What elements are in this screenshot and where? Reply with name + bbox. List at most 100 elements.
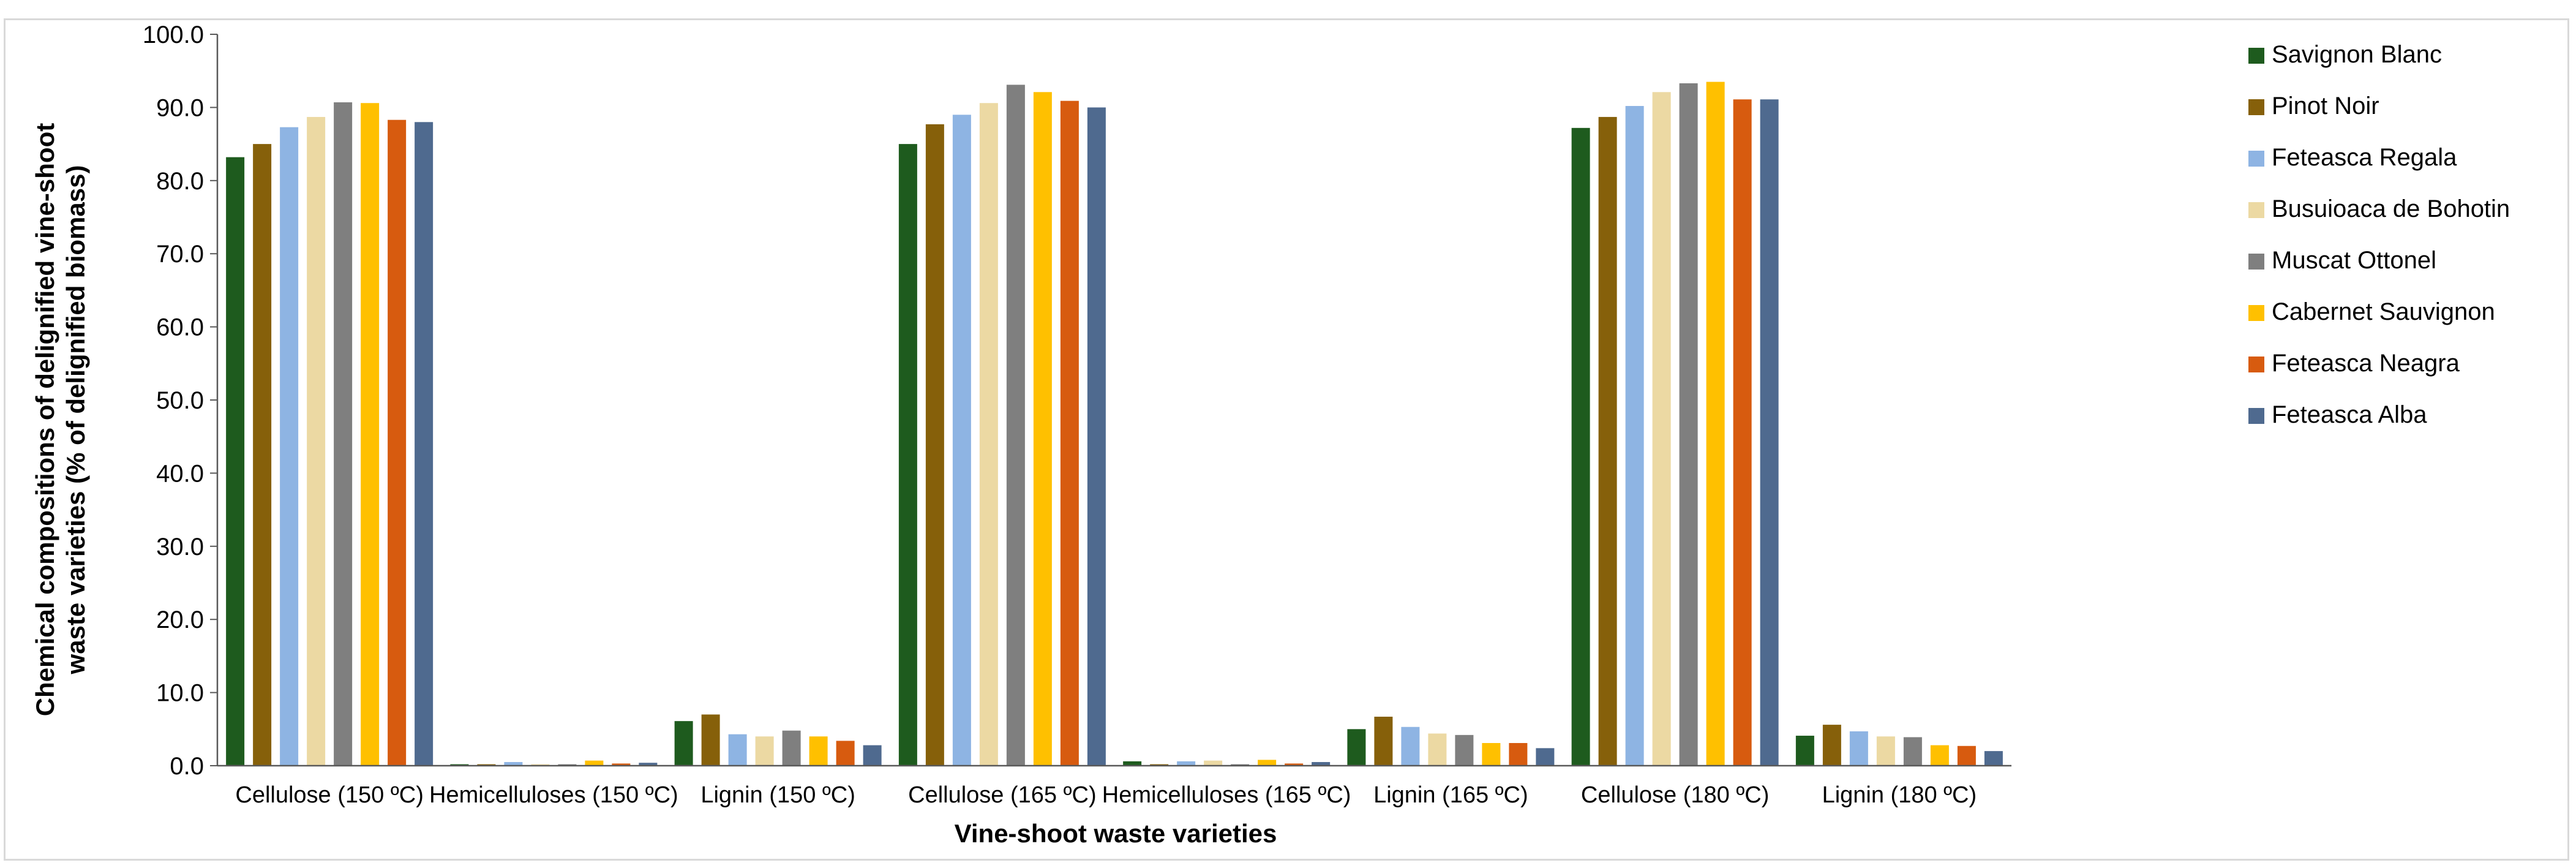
bar bbox=[674, 721, 693, 766]
y-axis-title-line2: waste varieties (% of delignified biomas… bbox=[61, 165, 90, 675]
legend-swatch bbox=[2248, 151, 2264, 167]
legend-swatch bbox=[2248, 202, 2264, 218]
bar bbox=[1536, 748, 1555, 766]
legend-label: Feteasca Alba bbox=[2272, 401, 2427, 428]
y-tick-label: 10.0 bbox=[156, 680, 204, 707]
bar bbox=[253, 144, 272, 766]
bar bbox=[836, 741, 855, 766]
bars bbox=[226, 81, 2003, 766]
bar bbox=[1401, 726, 1420, 766]
bar bbox=[1930, 745, 1949, 766]
bar bbox=[1957, 745, 1976, 766]
legend-swatch bbox=[2248, 99, 2264, 115]
bar bbox=[226, 157, 245, 766]
x-axis-title: Vine-shoot waste varieties bbox=[955, 819, 1277, 848]
bar bbox=[979, 103, 998, 766]
bar bbox=[361, 103, 380, 766]
bar bbox=[1347, 729, 1366, 766]
legend-label: Feteasca Neagra bbox=[2272, 350, 2460, 377]
y-tick-label: 90.0 bbox=[156, 94, 204, 121]
x-category-label: Lignin (165 ºC) bbox=[1373, 782, 1528, 808]
axes: 0.0 10.0 20.0 30.0 40.0 50.0 60.0 70.0 80.0 90.0 1… bbox=[143, 21, 2011, 780]
bar bbox=[1625, 106, 1644, 766]
bar bbox=[755, 736, 774, 766]
bar bbox=[1795, 736, 1814, 766]
legend-swatch bbox=[2248, 305, 2264, 321]
bar bbox=[307, 116, 326, 766]
y-axis-title-line1: Chemical compositions of delignified vin… bbox=[31, 123, 59, 716]
x-category-label: Cellulose (180 ºC) bbox=[1581, 782, 1769, 808]
bar bbox=[1822, 725, 1841, 766]
legend-label: Busuioaca de Bohotin bbox=[2272, 195, 2510, 222]
bar bbox=[388, 119, 407, 766]
bar bbox=[1177, 761, 1196, 766]
y-tick-label: 30.0 bbox=[156, 534, 204, 560]
legend-label: Savignon Blanc bbox=[2272, 41, 2442, 68]
bar bbox=[1733, 99, 1752, 766]
bar bbox=[1060, 100, 1079, 766]
x-category-label: Lignin (150 ºC) bbox=[700, 782, 855, 808]
bar bbox=[1482, 742, 1501, 766]
bar bbox=[1428, 733, 1447, 766]
legend-swatch bbox=[2248, 48, 2264, 64]
bar bbox=[809, 736, 828, 766]
bar bbox=[1598, 116, 1617, 766]
bar bbox=[728, 734, 747, 766]
bar bbox=[1006, 85, 1025, 766]
bar bbox=[639, 763, 658, 766]
bar bbox=[1679, 83, 1698, 766]
x-category-label: Cellulose (150 ºC) bbox=[235, 782, 423, 808]
bar bbox=[898, 144, 917, 766]
x-category-label: Hemicelluloses (165 ºC) bbox=[1102, 782, 1351, 808]
y-tick-label: 100.0 bbox=[143, 21, 204, 48]
bar bbox=[280, 127, 299, 766]
bar bbox=[1312, 762, 1331, 766]
bar bbox=[1374, 717, 1393, 766]
bar bbox=[1123, 761, 1142, 766]
bar bbox=[925, 124, 944, 766]
bar bbox=[1706, 81, 1725, 766]
bar bbox=[1571, 127, 1590, 766]
legend-swatch bbox=[2248, 357, 2264, 372]
bar bbox=[504, 762, 523, 766]
y-tick-label: 20.0 bbox=[156, 606, 204, 633]
legend-swatch bbox=[2248, 408, 2264, 424]
bar bbox=[1903, 737, 1922, 766]
bar bbox=[1876, 736, 1895, 766]
bar bbox=[1984, 751, 2003, 766]
bar bbox=[585, 760, 604, 766]
bar bbox=[1760, 99, 1779, 766]
bar bbox=[1455, 734, 1474, 766]
bar bbox=[1033, 92, 1052, 766]
x-category-label: Hemicelluloses (150 ºC) bbox=[429, 782, 678, 808]
bar bbox=[1258, 760, 1277, 766]
category-labels: Cellulose (150 ºC) Hemicelluloses (150 ºC… bbox=[235, 782, 1977, 808]
y-tick-label: 70.0 bbox=[156, 241, 204, 268]
legend-swatch bbox=[2248, 254, 2264, 270]
y-tick-label: 40.0 bbox=[156, 460, 204, 487]
bar bbox=[1509, 742, 1528, 766]
legend-label: Feteasca Regala bbox=[2272, 144, 2457, 171]
y-tick-label: 60.0 bbox=[156, 314, 204, 341]
y-tick-label: 0.0 bbox=[170, 753, 204, 780]
legend-label: Muscat Ottonel bbox=[2272, 247, 2436, 274]
bar bbox=[415, 122, 434, 766]
bar bbox=[701, 714, 720, 766]
bar bbox=[1087, 107, 1106, 766]
bar bbox=[1849, 731, 1868, 766]
legend-label: Pinot Noir bbox=[2272, 92, 2379, 119]
bar bbox=[334, 102, 353, 766]
bar bbox=[863, 745, 882, 766]
y-tick-label: 80.0 bbox=[156, 168, 204, 195]
bar bbox=[1652, 92, 1671, 766]
legend-label: Cabernet Sauvignon bbox=[2272, 298, 2495, 325]
y-tick-label: 50.0 bbox=[156, 387, 204, 414]
x-category-label: Cellulose (165 ºC) bbox=[908, 782, 1096, 808]
bar bbox=[952, 115, 971, 766]
bar bbox=[1285, 763, 1304, 766]
bar bbox=[612, 763, 631, 766]
x-category-label: Lignin (180 ºC) bbox=[1822, 782, 1977, 808]
bar bbox=[782, 730, 801, 766]
legend: Savignon Blanc Pinot Noir Feteasca Regala B… bbox=[2248, 41, 2510, 428]
